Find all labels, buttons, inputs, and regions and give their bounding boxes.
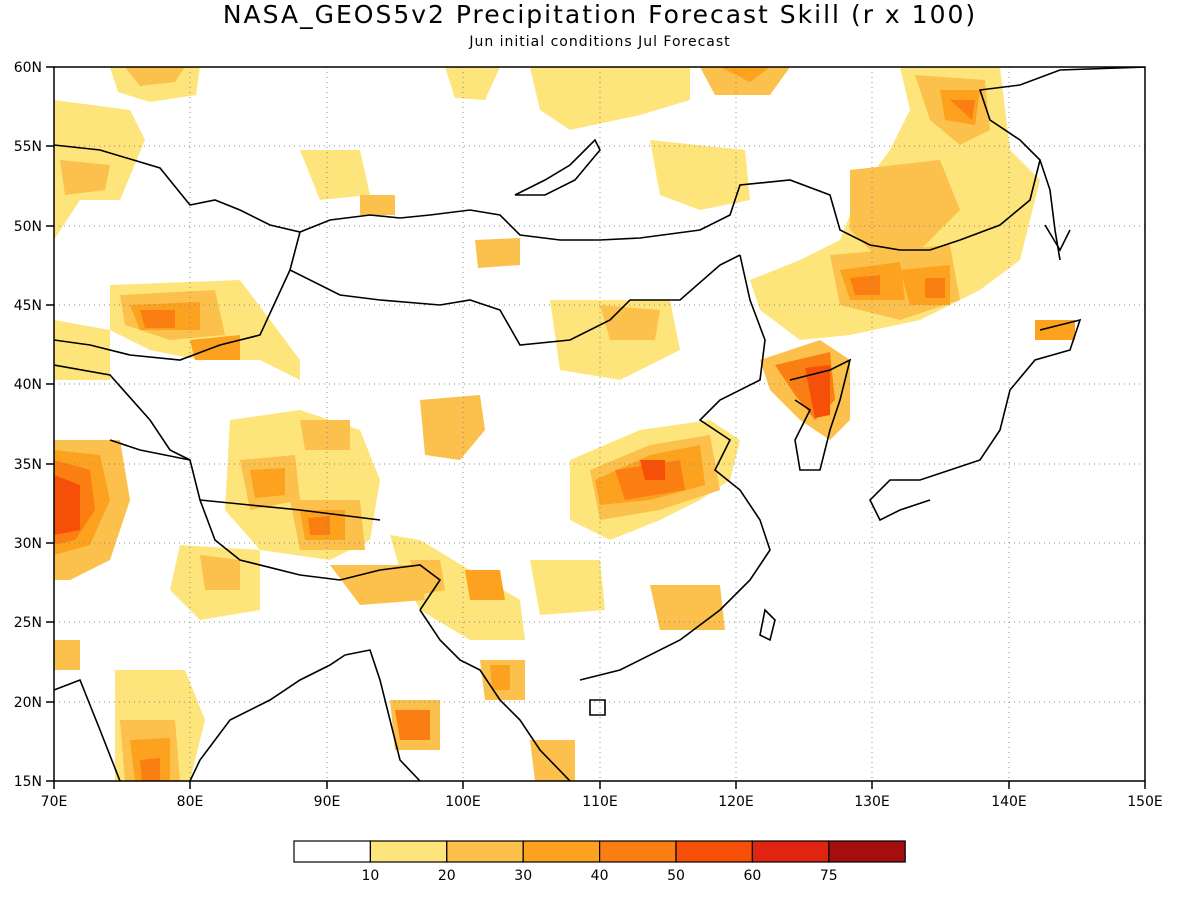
lon-tick-label: 70E [41, 794, 68, 810]
lat-tick-labels: 60N 55N 50N 45N 40N 35N 30N 25N 20N 15N [14, 60, 42, 790]
legend-label: 20 [438, 868, 456, 884]
legend-swatch [446, 840, 524, 863]
lon-tick-label: 150E [1127, 794, 1163, 810]
legend-swatch [751, 840, 830, 863]
legend-label: 10 [361, 868, 379, 884]
lon-tick-label: 90E [314, 794, 341, 810]
lat-tick-label: 20N [14, 695, 42, 711]
lon-tick-label: 140E [991, 794, 1027, 810]
legend-label: 40 [591, 868, 609, 884]
lon-tick-label: 110E [582, 794, 618, 810]
chart-title: NASA_GEOS5v2 Precipitation Forecast Skil… [222, 0, 978, 29]
legend-label: 50 [667, 868, 685, 884]
lon-tick-labels: 70E 80E 90E 100E 110E 120E 130E 140E 150… [41, 794, 1163, 810]
lon-tick-label: 120E [718, 794, 754, 810]
legend-swatch [675, 840, 754, 863]
legend-label: 30 [514, 868, 532, 884]
lat-tick-label: 35N [14, 457, 42, 473]
legend-swatch [369, 840, 448, 863]
skill-shading [54, 67, 1075, 781]
legend-swatch [828, 840, 906, 863]
lat-tick-label: 60N [14, 60, 42, 76]
legend-label: 75 [820, 868, 838, 884]
legend-swatch [598, 840, 677, 863]
lat-tick-label: 30N [14, 536, 42, 552]
tick-marks [46, 66, 1146, 789]
coastlines [54, 67, 1145, 781]
lat-tick-label: 50N [14, 219, 42, 235]
color-legend: 10 20 30 40 50 60 75 [293, 840, 906, 884]
lat-tick-label: 15N [14, 774, 42, 790]
legend-label: 60 [743, 868, 761, 884]
lon-tick-label: 80E [177, 794, 204, 810]
lat-tick-label: 25N [14, 615, 42, 631]
legend-swatch [522, 840, 601, 863]
lat-tick-label: 55N [14, 139, 42, 155]
chart-subtitle: Jun initial conditions Jul Forecast [469, 34, 731, 50]
lon-tick-label: 100E [445, 794, 481, 810]
legend-swatch [293, 840, 372, 863]
lat-tick-label: 45N [14, 298, 42, 314]
lon-tick-label: 130E [854, 794, 890, 810]
lat-tick-label: 40N [14, 377, 42, 393]
